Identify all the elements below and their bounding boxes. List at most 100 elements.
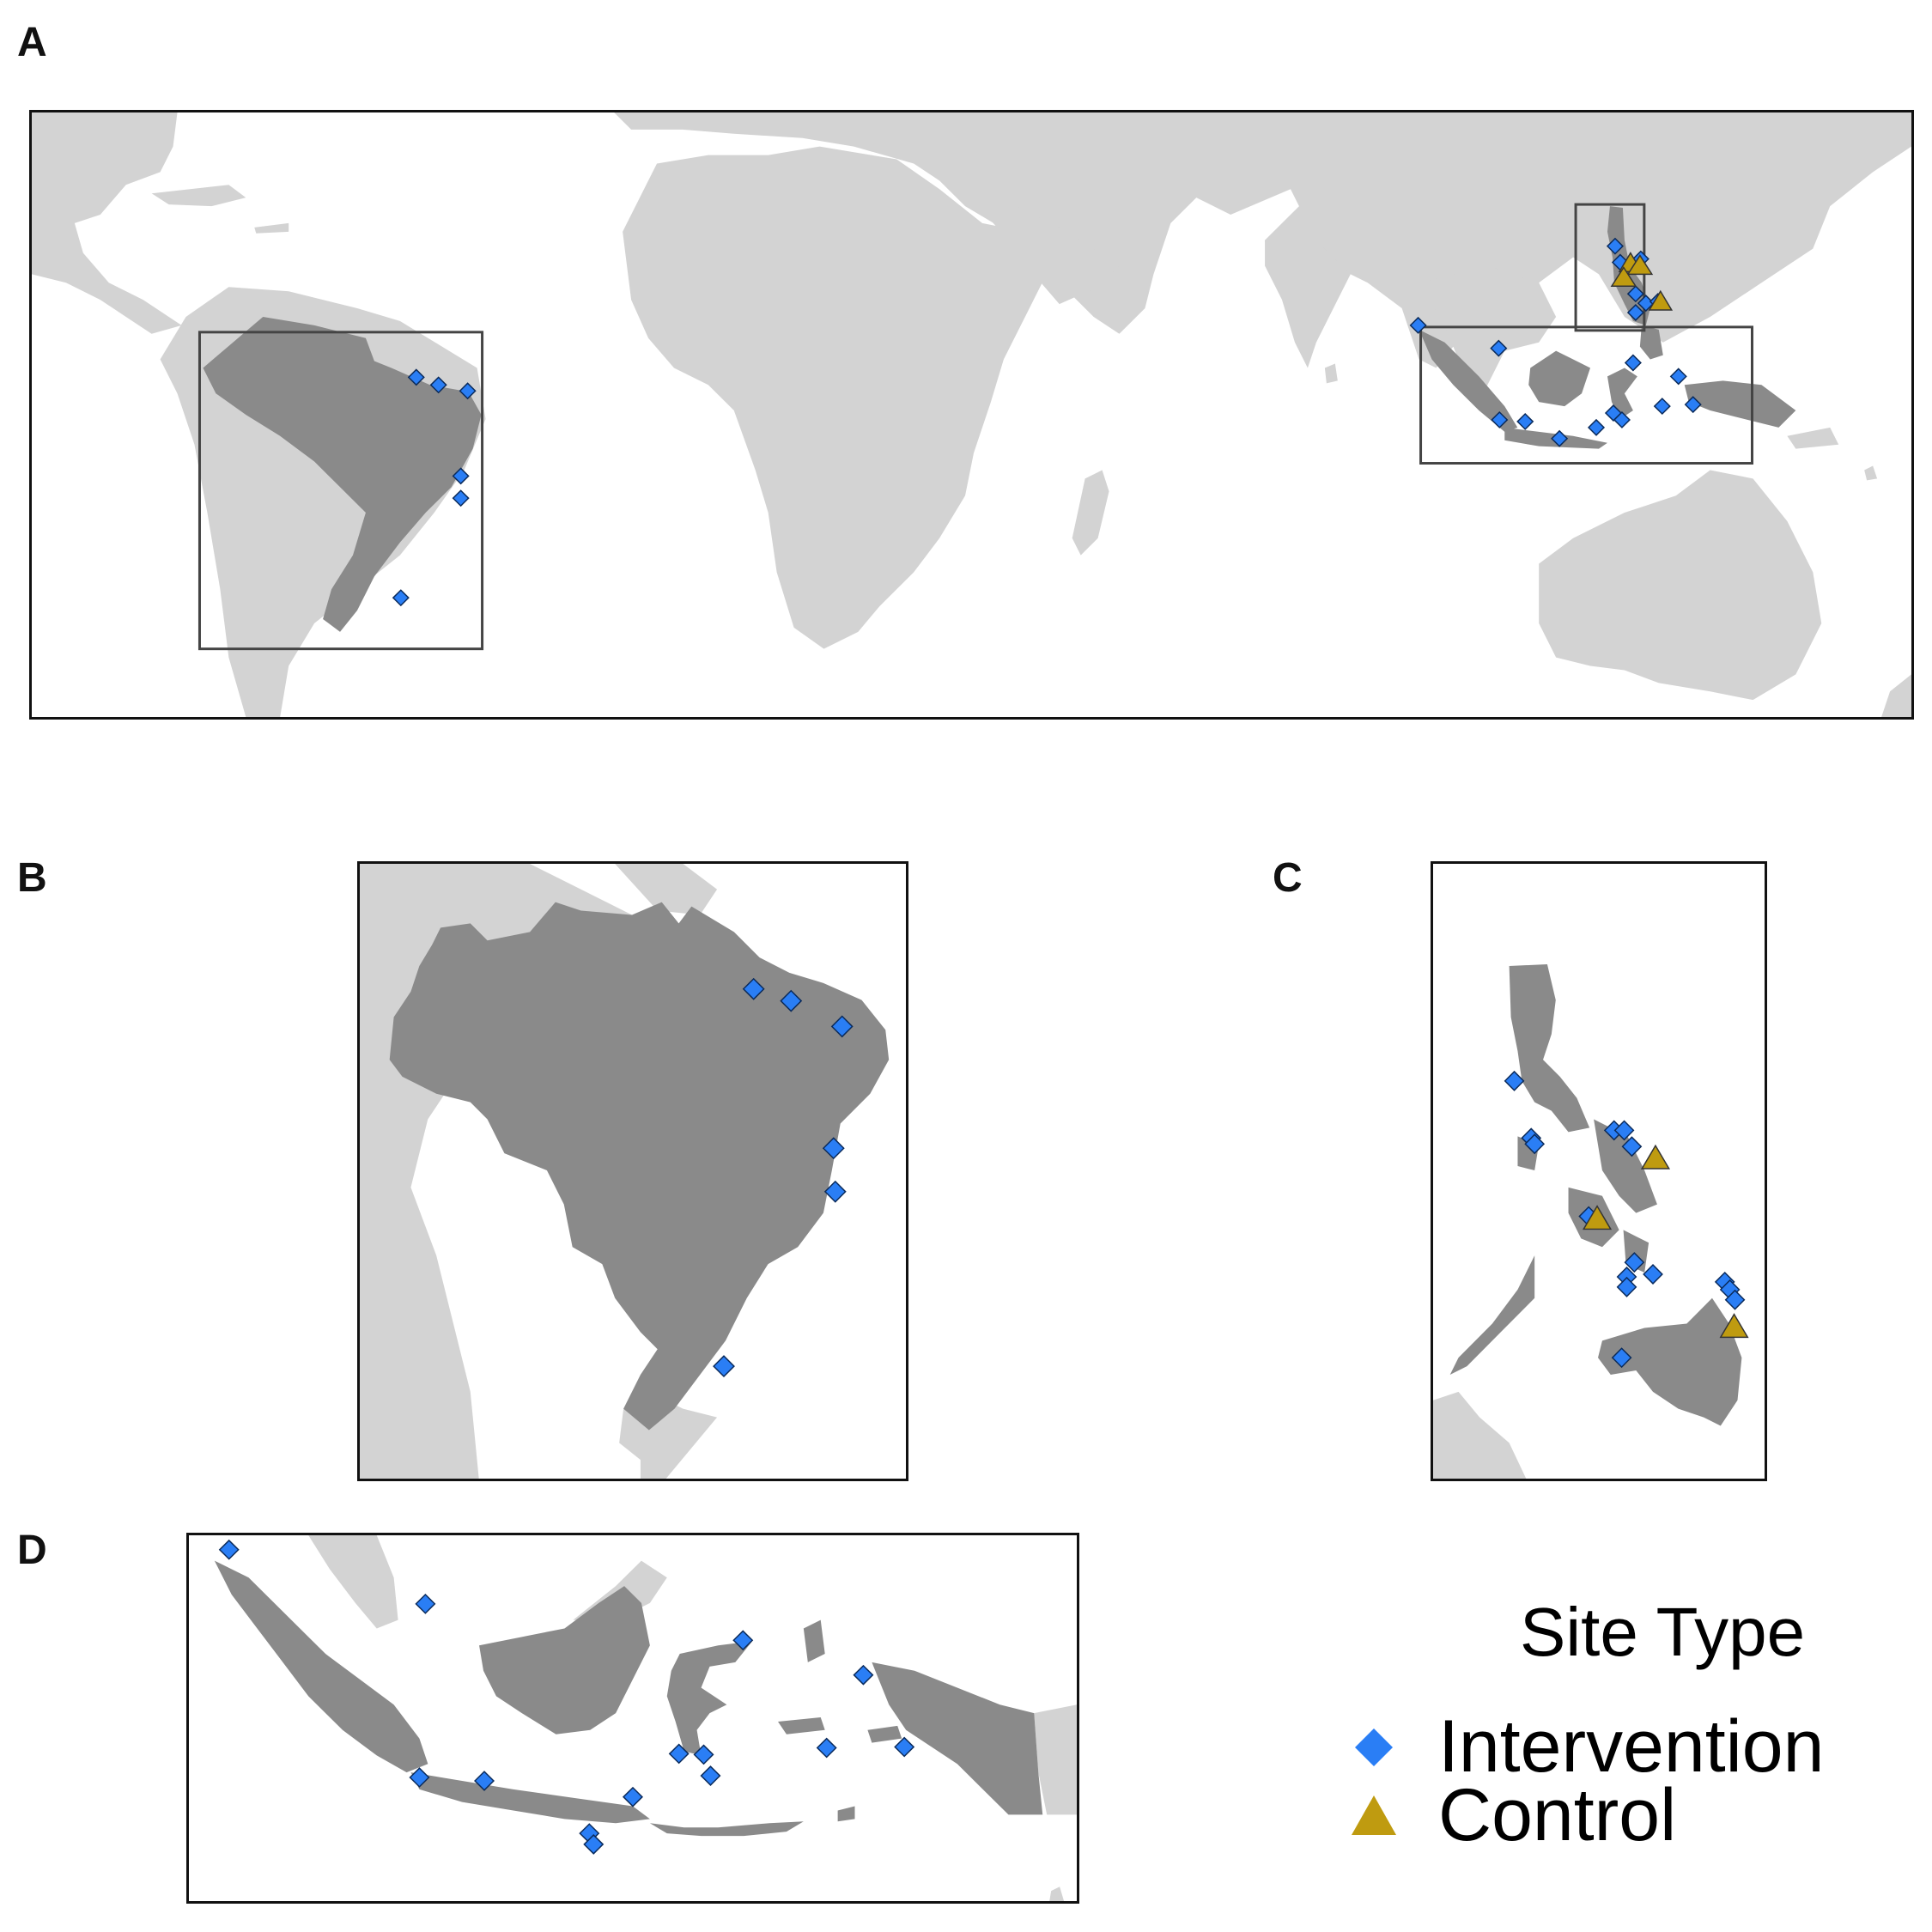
control-site-marker	[1719, 1313, 1749, 1339]
java-island	[410, 1772, 650, 1824]
control-site-marker	[1640, 1144, 1671, 1170]
intervention-site-marker	[429, 376, 447, 394]
intervention-site-marker	[1606, 237, 1624, 255]
pacific-islands	[1787, 427, 1911, 717]
inset-box-indonesia	[1419, 325, 1754, 465]
intervention-site-marker	[780, 989, 803, 1012]
mindanao-island	[1598, 1297, 1742, 1426]
intervention-site-marker	[1643, 1264, 1663, 1285]
intervention-site-marker	[693, 1744, 714, 1765]
world-overview-map	[29, 110, 1914, 720]
intervention-site-marker	[1613, 1120, 1635, 1141]
site-type-legend: Site Type Intervention Control	[1340, 1593, 1889, 1868]
intervention-site-marker	[474, 1771, 495, 1791]
intervention-site-marker	[1524, 1133, 1546, 1155]
africa-landmass	[623, 146, 1060, 649]
brazil-sites	[713, 977, 854, 1378]
intervention-site-marker	[742, 977, 765, 1000]
intervention-site-marker	[623, 1786, 643, 1807]
papua-island	[872, 1662, 1043, 1815]
arabian-peninsula	[981, 206, 1120, 305]
intervention-site-marker	[1669, 368, 1687, 386]
indonesia-inset-map	[186, 1533, 1079, 1904]
inset-box-brazil	[197, 331, 484, 651]
panel-label-c: C	[1273, 855, 1303, 901]
intervention-site-marker	[732, 1630, 754, 1651]
png-land	[1034, 1704, 1077, 1901]
intervention-site-marker	[1616, 1276, 1637, 1297]
borneo-corner-land	[1433, 1391, 1527, 1479]
intervention-site-marker	[218, 1539, 240, 1560]
intervention-site-marker	[853, 1664, 874, 1686]
caribbean-islands	[151, 185, 289, 234]
control-site-marker	[1626, 254, 1654, 276]
malay-peninsula-land	[308, 1535, 398, 1629]
gold-triangle-icon	[1352, 1795, 1396, 1835]
legend-label-control: Control	[1438, 1774, 1677, 1856]
intervention-site-marker	[415, 1593, 436, 1614]
brazil-inset-map	[357, 861, 908, 1481]
intervention-site-marker	[1624, 354, 1642, 372]
blue-diamond-icon	[1355, 1728, 1393, 1766]
intervention-site-marker	[452, 467, 470, 485]
panel-label-b: B	[17, 855, 47, 901]
brazil-highlight	[203, 316, 482, 632]
indonesia-highlight	[1419, 329, 1796, 449]
intervention-site-marker	[822, 1137, 845, 1160]
intervention-site-marker	[1551, 429, 1569, 447]
north-america-landmass	[32, 112, 182, 334]
sumatra-island	[214, 1560, 428, 1773]
intervention-site-marker	[830, 1015, 854, 1038]
palawan-island	[1449, 1255, 1535, 1376]
intervention-site-marker	[668, 1743, 690, 1765]
intervention-site-marker	[459, 382, 477, 400]
southeast-asia-mainland	[1419, 265, 1557, 403]
intervention-site-marker	[823, 1180, 847, 1203]
sulawesi-island	[666, 1641, 753, 1756]
world-map-sites	[392, 237, 1702, 607]
panel-label-d: D	[17, 1528, 47, 1573]
intervention-site-marker	[1621, 1136, 1643, 1157]
intervention-site-marker	[816, 1737, 837, 1759]
legend-item-intervention: Intervention	[1340, 1704, 1889, 1788]
intervention-site-marker	[1587, 418, 1606, 436]
control-site-marker	[1648, 289, 1674, 311]
intervention-site-marker	[1504, 1070, 1525, 1091]
australia-landmass	[1539, 470, 1822, 701]
intervention-site-marker	[1516, 412, 1534, 430]
intervention-site-marker	[1653, 398, 1671, 416]
intervention-site-marker	[1626, 304, 1644, 321]
intervention-site-marker	[713, 1355, 735, 1378]
intervention-site-marker	[452, 489, 470, 507]
intervention-site-marker	[1409, 316, 1427, 334]
intervention-site-marker	[409, 1767, 430, 1788]
borneo-island	[479, 1586, 650, 1735]
intervention-site-marker	[407, 368, 425, 386]
india-subcontinent	[1265, 240, 1351, 368]
philippines-sites	[1504, 1070, 1749, 1369]
intervention-site-marker	[1490, 339, 1508, 357]
lesser-sunda-islands	[649, 1806, 855, 1837]
europe-asia-landmass	[614, 112, 1911, 368]
visayas-islands	[1568, 1119, 1657, 1273]
intervention-site-marker	[894, 1736, 915, 1758]
intervention-site-marker	[1613, 410, 1631, 428]
intervention-site-marker	[1626, 285, 1644, 303]
intervention-site-marker	[583, 1834, 605, 1855]
panel-label-a: A	[17, 20, 47, 65]
intervention-site-marker	[1611, 1347, 1632, 1369]
sri-lanka	[1324, 363, 1338, 384]
intervention-site-marker	[1684, 396, 1702, 414]
intervention-site-marker	[1724, 1289, 1746, 1310]
control-site-marker	[1582, 1205, 1613, 1230]
legend-item-control: Control	[1340, 1773, 1889, 1856]
philippines-inset-map	[1431, 861, 1767, 1481]
legend-label-intervention: Intervention	[1438, 1705, 1825, 1788]
maluku-islands	[778, 1619, 902, 1743]
luzon-island	[1509, 964, 1590, 1133]
madagascar	[1072, 470, 1109, 556]
intervention-site-marker	[1624, 1252, 1645, 1273]
intervention-site-marker	[1491, 410, 1509, 428]
legend-title: Site Type	[1520, 1594, 1806, 1670]
brazil-land	[389, 902, 890, 1431]
